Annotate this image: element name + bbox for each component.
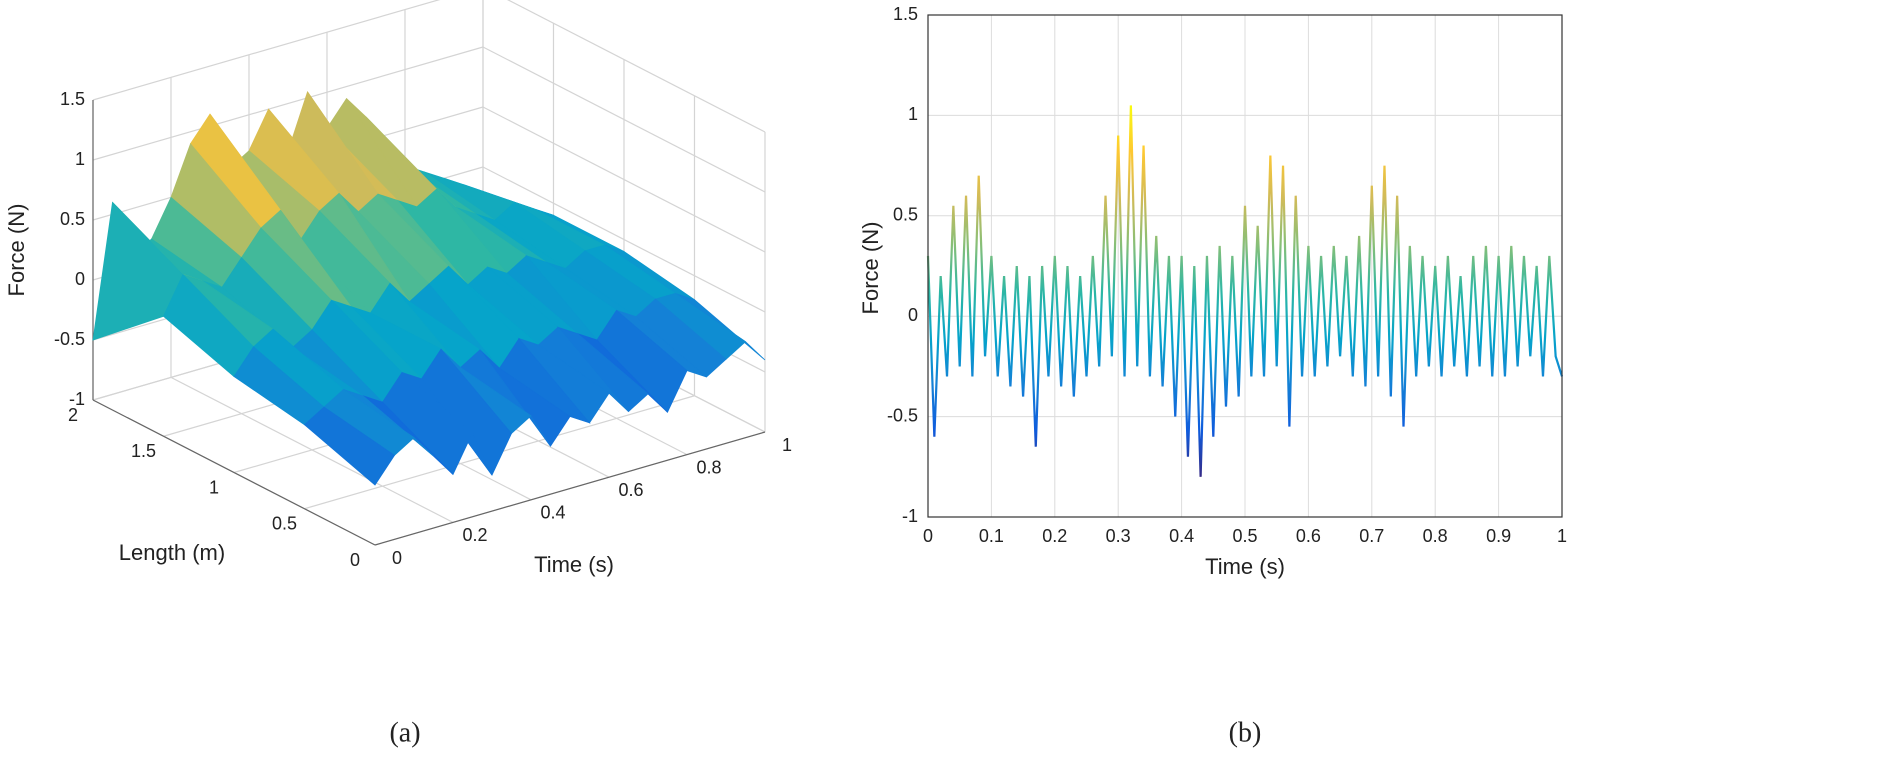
x-axis [374, 431, 766, 546]
x-tick-label: 0 [923, 526, 933, 546]
grid-line [482, 106, 766, 253]
x-tick-label: 1 [782, 435, 792, 455]
grid-line [482, 46, 766, 193]
y-axis [92, 399, 376, 546]
panel-a: -1 -0.5 0 0.5 1 1.5 0 0.5 1 1.5 2 0 0.2 0.4 0.6 0.8 1 For… [4, 0, 792, 748]
grid-line [506, 0, 766, 133]
y-axis-label: Force (N) [858, 222, 883, 315]
grid-line [482, 166, 766, 313]
z-tick-label: -0.5 [54, 329, 85, 349]
y-tick-label: 0.5 [272, 514, 297, 534]
x-tick-label: 0.2 [462, 525, 487, 545]
z-tick-label: 1 [75, 149, 85, 169]
x-tick-label: 0.7 [1359, 526, 1384, 546]
y-tick-label: -0.5 [887, 405, 918, 425]
x-tick-label: 0.8 [696, 457, 721, 477]
x-tick-label: 0.3 [1106, 526, 1131, 546]
x-axis-label: Time (s) [534, 552, 614, 577]
x-tick-label: 0.6 [1296, 526, 1321, 546]
z-tick-label: -1 [69, 389, 85, 409]
x-tick-label: 0.5 [1232, 526, 1257, 546]
y-tick-label: 1 [209, 477, 219, 497]
y-tick-label: 1 [908, 104, 918, 124]
y-axis-label: Length (m) [119, 540, 225, 565]
panel-b: -1 -0.5 0 0.5 1 1.5 0 0.1 0.2 0.3 0.4 0.5 0.6 0.7 0.8 0… [858, 4, 1567, 749]
z-tick-label: 1.5 [60, 89, 85, 109]
axes-box [927, 14, 1563, 518]
y-tick-label: 0.5 [893, 205, 918, 225]
x-tick-label: 0.6 [618, 480, 643, 500]
x-tick-label: 0.4 [1169, 526, 1194, 546]
x-tick-label: 0.4 [540, 503, 565, 523]
y-tick-label: 1.5 [893, 4, 918, 24]
grid-line [92, 46, 484, 161]
y-tick-label: 2 [68, 405, 78, 425]
x-tick-label: 0.8 [1423, 526, 1448, 546]
grid-line [92, 0, 441, 101]
x-tick-label: 0.1 [979, 526, 1004, 546]
x-tick-label: 1 [1557, 526, 1567, 546]
y-tick-label: 0 [350, 550, 360, 570]
caption: (b) [1229, 717, 1262, 748]
x-tick-label: 0.9 [1486, 526, 1511, 546]
signal-line [926, 105, 1564, 477]
z-axis-label: Force (N) [4, 204, 29, 297]
z-tick-label: 0.5 [60, 209, 85, 229]
caption: (a) [389, 717, 420, 748]
z-tick-label: 0 [75, 269, 85, 289]
x-tick-label: 0.2 [1042, 526, 1067, 546]
x-axis-label: Time (s) [1205, 554, 1285, 579]
y-tick-label: -1 [902, 506, 918, 526]
x-tick-label: 0 [392, 548, 402, 568]
y-tick-label: 1.5 [131, 441, 156, 461]
surface-patch [303, 406, 396, 486]
y-tick-label: 0 [908, 305, 918, 325]
